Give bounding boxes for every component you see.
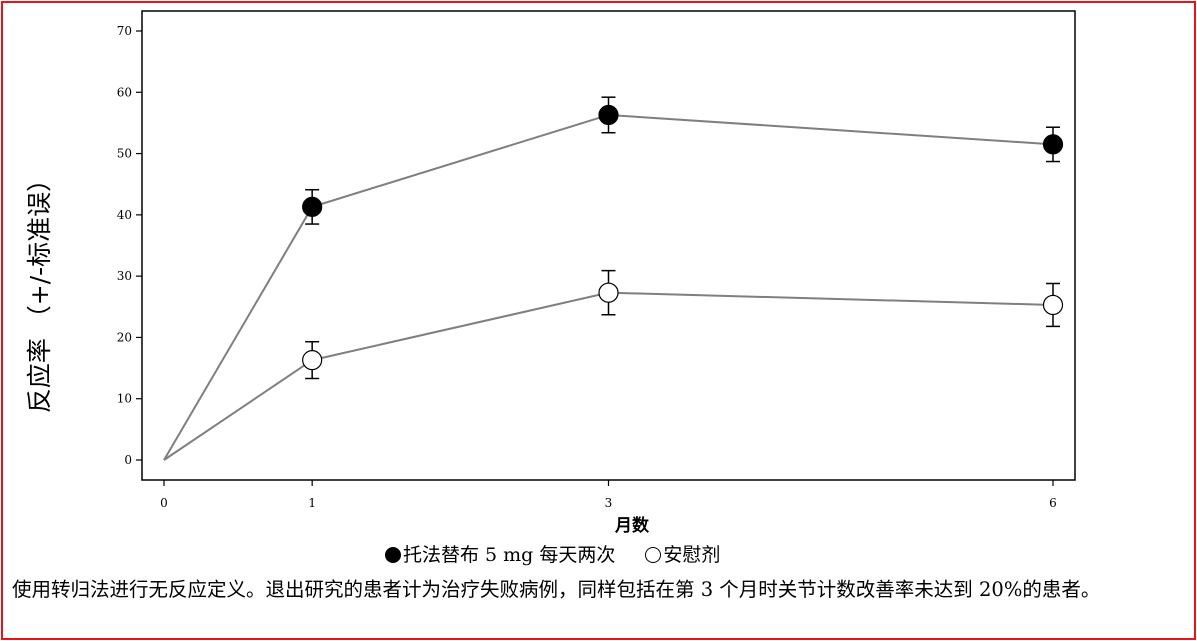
y-tick-label-50: 50 — [117, 147, 132, 161]
series-layer — [163, 96, 1064, 461]
data-point-1-3 — [1042, 294, 1064, 316]
y-tick-label-30: 30 — [117, 269, 132, 283]
x-tick-label-3: 3 — [605, 496, 613, 510]
y-axis-label: 反应率 （+/-标准误） — [25, 167, 54, 413]
series-line-0 — [163, 113, 1054, 461]
x-tick-label-6: 6 — [1049, 496, 1057, 510]
data-point-1-2 — [598, 282, 619, 303]
figure-caption: 使用转归法进行无反应定义。退出研究的患者计为治疗失败病例，同样包括在第 3 个月… — [12, 578, 1101, 601]
y-axis: 0 10 20 30 40 50 60 70 — [117, 24, 142, 467]
y-tick-label-40: 40 — [117, 208, 132, 222]
legend-open-circle-icon — [645, 547, 662, 563]
y-tick-label-20: 20 — [117, 330, 132, 344]
x-axis: 0 1 3 6 — [160, 480, 1057, 510]
legend-label-tofacitinib: 托法替布 5 mg 每天两次 — [403, 544, 616, 566]
y-tick-label-60: 60 — [117, 85, 132, 99]
x-axis-label: 月数 — [614, 515, 650, 536]
line-chart: 0 10 20 30 40 50 60 70 0 1 3 6 反应率 （+/-标准误） 月数 — [25, 10, 1076, 536]
data-point-0-1 — [302, 196, 323, 217]
x-tick-label-1: 1 — [308, 496, 316, 510]
y-tick-label-70: 70 — [117, 24, 132, 38]
y-tick-label-10: 10 — [117, 392, 132, 406]
data-point-0-2 — [598, 104, 619, 126]
y-tick-label-0: 0 — [124, 453, 132, 467]
data-point-0-3 — [1042, 134, 1064, 155]
x-tick-label-0: 0 — [160, 496, 168, 510]
data-point-1-1 — [302, 350, 323, 371]
series-line-1 — [163, 291, 1054, 461]
legend-label-placebo: 安慰剂 — [663, 544, 721, 566]
legend: 托法替布 5 mg 每天两次 安慰剂 — [385, 540, 720, 567]
plot-area — [141, 10, 1076, 481]
legend-filled-circle-icon — [385, 547, 401, 563]
